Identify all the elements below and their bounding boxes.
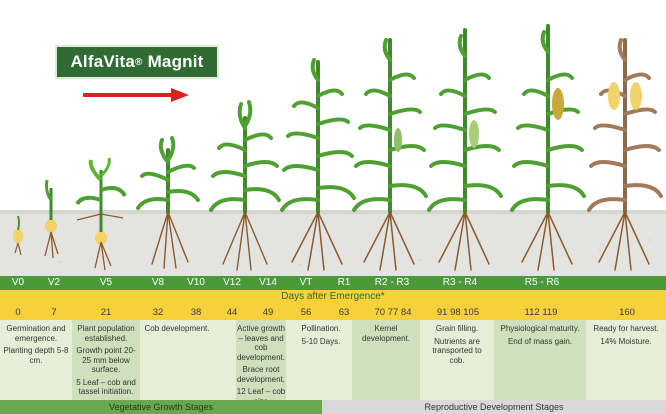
stage-label: R1: [337, 277, 351, 288]
desc-line: Planting depth 5-8 cm.: [3, 346, 69, 365]
desc-line: Nutrients are transported to cob.: [432, 336, 482, 365]
vegetative-stages-label: Vegetative Growth Stages: [0, 400, 322, 414]
stage-label: R3 - R4: [442, 277, 478, 288]
brand-suffix: Magnit: [147, 52, 204, 71]
desc-line: Grain filling.: [435, 324, 479, 333]
plant-v8: [136, 136, 200, 269]
desc-line: Active growth – leaves and cob developme…: [236, 324, 286, 362]
desc-line: Physiological maturity.: [500, 324, 580, 333]
day-label: 91 98 105: [436, 307, 480, 318]
brand-logo: AlfaVita ® Magnit: [55, 45, 219, 79]
day-label: 38: [190, 307, 202, 318]
desc-line: End of mass gain.: [507, 336, 573, 346]
day-label: 63: [338, 307, 350, 318]
desc-kernel: Kernel development.: [352, 324, 420, 346]
desc-grain-filling: Grain filling. Nutrients are transported…: [424, 324, 490, 368]
desc-population: Plant population established. Growth poi…: [72, 324, 140, 400]
day-label: 7: [51, 307, 57, 318]
desc-cob: Cob development.: [140, 324, 214, 337]
desc-line: Brace root development.: [236, 365, 286, 384]
stage-label: V2: [47, 277, 61, 288]
stage-label: V10: [187, 277, 205, 288]
right-arrow-icon: [83, 88, 189, 102]
stage-label: V14: [259, 277, 277, 288]
plant-mature: [587, 38, 663, 271]
desc-line: Pollination.: [301, 324, 341, 333]
day-label: 160: [619, 307, 635, 318]
stage-label: V8: [151, 277, 165, 288]
day-label: 49: [262, 307, 274, 318]
brand-reg-mark: ®: [135, 56, 143, 68]
desc-maturity: Physiological maturity. End of mass gain…: [494, 324, 586, 349]
reproductive-stages-label: Reproductive Development Stages: [322, 400, 666, 414]
desc-line: 5 Leaf – cob and tassel initiation.: [76, 377, 136, 397]
desc-cell-shade: [352, 320, 420, 400]
desc-cell-shade: [72, 320, 140, 400]
plant-r2: [352, 38, 428, 271]
desc-line: Ready for harvest.: [593, 324, 659, 333]
plant-v0: [13, 215, 23, 256]
desc-germination: Germination and emergence. Planting dept…: [0, 324, 72, 368]
soil-surface: [0, 210, 666, 214]
day-label: 44: [226, 307, 238, 318]
stage-band: [0, 276, 666, 290]
stage-label: V12: [223, 277, 241, 288]
desc-line: Cob development.: [144, 324, 210, 333]
desc-harvest: Ready for harvest. 14% Moisture.: [588, 324, 664, 349]
desc-line: Germination and emergence.: [6, 324, 66, 343]
plant-v5: [75, 157, 127, 271]
stage-label: V0: [11, 277, 25, 288]
desc-line: Growth point 20-25 mm below surface.: [76, 346, 136, 374]
desc-line: Kernel development.: [361, 324, 411, 343]
stage-label: VT: [299, 277, 313, 288]
brand-name: AlfaVita: [70, 52, 136, 71]
stage-label: R2 - R3: [374, 277, 410, 288]
days-band: [0, 290, 666, 320]
day-label: 21: [100, 307, 112, 318]
desc-cell-shade: [236, 320, 286, 400]
day-label: 32: [152, 307, 164, 318]
plant-r5: [510, 24, 586, 271]
desc-pollination: Pollination. 5-10 Days.: [290, 324, 352, 349]
day-label: 0: [15, 307, 21, 318]
plant-v2: [44, 179, 59, 259]
day-label: 112 119: [524, 307, 558, 318]
days-title: Days after Emergence*: [281, 291, 385, 302]
plant-r3: [427, 28, 503, 271]
day-label: 56: [300, 307, 312, 318]
stage-label: V5: [99, 277, 113, 288]
plant-illustration: [0, 24, 666, 276]
stage-label: R5 - R6: [524, 277, 560, 288]
desc-line: 5-10 Days.: [301, 336, 341, 346]
plant-vt: [280, 58, 356, 271]
desc-line: 14% Moisture.: [600, 336, 652, 346]
desc-line: Plant population established.: [77, 324, 135, 343]
day-label: 70 77 84: [374, 307, 412, 318]
plant-v12: [209, 100, 281, 271]
desc-cell-shade: [494, 320, 586, 400]
